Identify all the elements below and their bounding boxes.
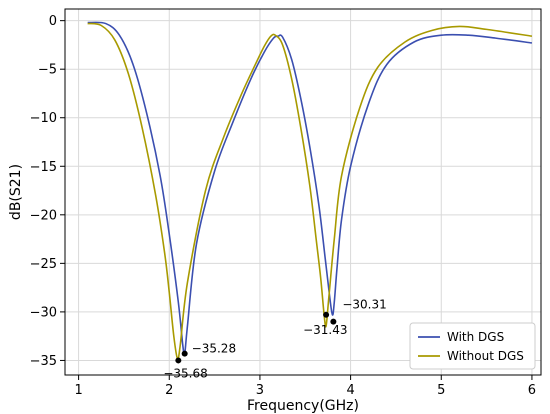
y-tick-label: −30 <box>30 305 57 320</box>
x-tick-label: 1 <box>74 383 82 398</box>
legend-label: With DGS <box>447 330 504 344</box>
y-axis-ticks: 0 −5 −10 −15 −20 −25 −30 −35 <box>30 14 65 369</box>
y-tick-label: −5 <box>38 63 57 78</box>
legend-label: Without DGS <box>447 349 524 363</box>
minimum-marker <box>175 357 182 364</box>
x-tick-label: 3 <box>256 383 264 398</box>
y-tick-label: 0 <box>49 14 57 29</box>
y-tick-label: −20 <box>30 208 57 223</box>
minimum-value-label: −35.28 <box>192 342 236 356</box>
minimum-value-label: −30.31 <box>342 298 386 312</box>
grid <box>65 9 541 375</box>
x-axis-ticks: 1 2 3 4 5 6 <box>74 375 536 398</box>
minimum-value-label: −31.43 <box>303 323 347 337</box>
y-tick-label: −35 <box>30 354 57 369</box>
legend-box <box>409 322 536 370</box>
series-layer <box>87 21 533 360</box>
minimum-marker <box>330 318 337 325</box>
x-tick-label: 5 <box>437 383 445 398</box>
series-line-without-dgs <box>87 22 533 360</box>
x-tick-label: 4 <box>346 383 354 398</box>
minimum-value-label: −35.68 <box>163 366 207 380</box>
y-tick-label: −15 <box>30 160 57 175</box>
x-tick-label: 2 <box>165 383 173 398</box>
x-tick-label: 6 <box>528 383 536 398</box>
legend: With DGS Without DGS <box>409 322 536 370</box>
annotation-layer: −35.68 −35.28 −31.43 −30.31 <box>163 298 386 381</box>
plot-frame <box>64 8 542 376</box>
y-axis-label: dB(S21) <box>8 164 24 220</box>
x-axis-label: Frequency(GHz) <box>247 398 359 414</box>
y-tick-label: −10 <box>30 111 57 126</box>
series-line-with-dgs <box>87 21 533 356</box>
minimum-marker <box>181 350 188 357</box>
minimum-marker <box>323 311 330 318</box>
y-tick-label: −25 <box>30 257 57 272</box>
